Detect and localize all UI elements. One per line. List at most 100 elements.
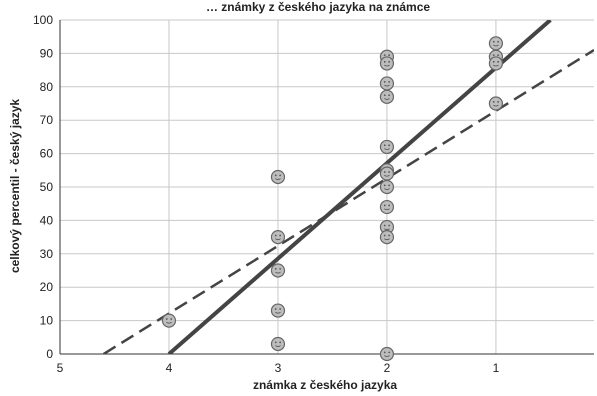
marker-face <box>488 96 504 111</box>
marker-face <box>379 179 395 195</box>
dashed-trend-line <box>102 48 594 354</box>
marker-mouth <box>166 321 172 324</box>
marker-eye <box>388 80 391 83</box>
marker-eye <box>274 234 277 237</box>
marker-face <box>379 76 395 91</box>
y-tick-label: 90 <box>40 46 54 60</box>
data-point <box>488 36 504 51</box>
marker-eye <box>279 308 282 310</box>
marker-face <box>488 36 504 51</box>
marker-mouth <box>493 64 499 67</box>
marker-eye <box>383 224 386 227</box>
marker-mouth <box>275 271 281 274</box>
data-point <box>379 179 395 195</box>
marker-face <box>270 336 286 352</box>
marker-eye <box>388 204 391 207</box>
marker-eye <box>388 144 391 147</box>
marker-eye <box>279 268 282 270</box>
data-point <box>270 230 286 245</box>
marker-eye <box>274 308 277 310</box>
marker-face <box>270 230 286 245</box>
marker-mouth <box>384 64 390 67</box>
marker-eye <box>170 318 173 320</box>
marker-mouth <box>493 44 499 47</box>
marker-face <box>379 89 395 104</box>
x-tick-label: 2 <box>384 361 391 375</box>
marker-mouth <box>275 345 281 347</box>
data-point <box>270 263 286 278</box>
marker-mouth <box>384 238 390 241</box>
marker-eye <box>383 204 386 207</box>
marker-mouth <box>384 228 390 231</box>
marker-eye <box>388 171 391 173</box>
marker-mouth <box>384 174 390 177</box>
data-point <box>270 303 286 318</box>
marker-mouth <box>384 148 390 150</box>
marker-mouth <box>384 355 390 357</box>
marker-eye <box>497 101 500 103</box>
data-points <box>161 36 504 362</box>
marker-eye <box>388 54 391 57</box>
marker-face <box>161 313 177 328</box>
marker-eye <box>165 318 168 320</box>
data-point <box>488 96 504 111</box>
marker-mouth <box>493 104 499 107</box>
marker-eye <box>274 268 277 270</box>
data-point <box>161 313 177 328</box>
marker-eye <box>492 54 495 57</box>
marker-face <box>379 346 395 362</box>
y-tick-label: 50 <box>40 180 54 194</box>
marker-face <box>379 166 395 181</box>
marker-eye <box>383 60 386 63</box>
y-tick-label: 40 <box>40 213 54 227</box>
y-tick-label: 10 <box>40 314 54 328</box>
grid-lines <box>59 19 594 355</box>
data-point <box>270 169 286 185</box>
x-tick-label: 5 <box>57 361 64 375</box>
marker-mouth <box>384 188 390 190</box>
marker-face <box>379 199 395 215</box>
marker-eye <box>383 234 386 237</box>
marker-face <box>488 56 504 71</box>
marker-eye <box>274 174 277 177</box>
marker-eye <box>388 184 391 187</box>
data-point <box>379 166 395 181</box>
marker-eye <box>274 341 277 344</box>
marker-eye <box>492 60 495 63</box>
marker-mouth <box>275 311 281 314</box>
marker-mouth <box>275 178 281 180</box>
marker-eye <box>388 60 391 63</box>
y-tick-label: 60 <box>40 147 54 161</box>
marker-face <box>270 169 286 185</box>
marker-eye <box>383 184 386 187</box>
marker-mouth <box>384 98 390 100</box>
y-axis-title: celkový percentil - český jazyk <box>8 99 22 273</box>
marker-eye <box>492 101 495 103</box>
x-tick-label: 1 <box>493 361 500 375</box>
data-point <box>379 76 395 91</box>
data-point <box>488 56 504 71</box>
marker-eye <box>279 174 282 177</box>
marker-face <box>270 263 286 278</box>
y-tick-label: 30 <box>40 247 54 261</box>
marker-face <box>379 139 395 155</box>
marker-eye <box>492 40 495 43</box>
marker-eye <box>388 234 391 237</box>
marker-eye <box>279 234 282 237</box>
y-tick-label: 20 <box>40 280 54 294</box>
marker-eye <box>497 40 500 43</box>
data-point <box>379 139 395 155</box>
marker-face <box>379 56 395 71</box>
marker-eye <box>279 341 282 344</box>
data-point <box>379 346 395 362</box>
data-point <box>379 230 395 245</box>
marker-mouth <box>275 238 281 241</box>
marker-eye <box>497 60 500 63</box>
marker-eye <box>383 171 386 173</box>
y-tick-label: 0 <box>46 347 53 361</box>
data-point <box>379 89 395 104</box>
marker-face <box>270 303 286 318</box>
marker-eye <box>383 80 386 83</box>
chart-title: … známky z českého jazyka na známce <box>206 0 430 14</box>
